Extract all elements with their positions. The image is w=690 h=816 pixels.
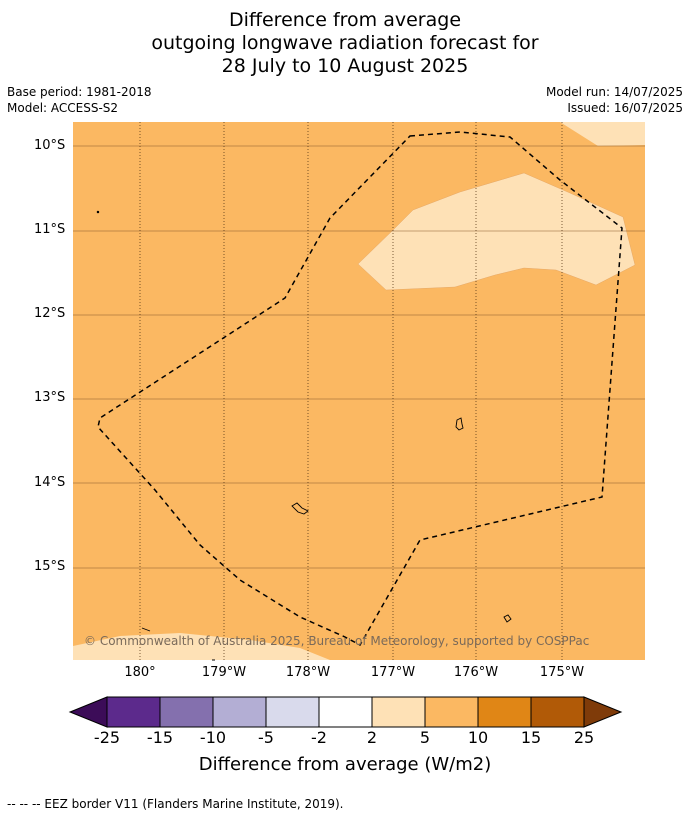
colorbar-segment-2	[159, 696, 214, 728]
lat-label-14s: 14°S	[34, 475, 66, 490]
lon-label-176w: 176°W	[453, 665, 499, 680]
issued-text: Issued: 16/07/2025	[567, 101, 683, 115]
eez-border-note: -- -- -- EEZ border V11 (Flanders Marine…	[7, 797, 344, 811]
lat-label-13s: 13°S	[34, 390, 66, 405]
model-run-text: Model run: 14/07/2025	[545, 85, 683, 99]
lat-label-15s: 15°S	[34, 559, 66, 574]
colorbar-label: 10	[467, 728, 489, 747]
light-anomaly-patch-southwest	[73, 633, 330, 660]
island-east	[455, 417, 464, 431]
light-anomaly-patch-central	[357, 172, 636, 291]
colorbar-label: 25	[573, 728, 595, 747]
island-northwest	[96, 210, 100, 214]
colorbar-label: -25	[93, 728, 121, 747]
colorbar-segment-8	[477, 696, 532, 728]
colorbar-segment-3	[212, 696, 267, 728]
colorbar-label: -15	[146, 728, 174, 747]
colorbar-min-extension	[68, 696, 108, 728]
island-southeast	[503, 614, 512, 623]
colorbar-segment-4	[265, 696, 320, 728]
lat-label-10s: 10°S	[34, 138, 66, 153]
colorbar-label: 2	[366, 728, 378, 747]
colorbar-segment-9	[530, 696, 585, 728]
colorbar-label: -10	[199, 728, 227, 747]
map-title-line-3: 28 July to 10 August 2025	[221, 55, 469, 77]
colorbar-label: -2	[311, 728, 327, 747]
copyright-watermark: © Commonwealth of Australia 2025, Bureau…	[84, 634, 590, 648]
colorbar-label: -5	[258, 728, 274, 747]
map-title-line-1: Difference from average	[228, 9, 462, 31]
base-period-text: Base period: 1981-2018	[7, 85, 152, 99]
latitude-gridlines	[73, 145, 645, 569]
model-text: Model: ACCESS-S2	[7, 101, 119, 115]
colorbar-segment-7	[424, 696, 479, 728]
lon-label-178w: 178°W	[285, 665, 331, 680]
lon-label-179w: 179°W	[201, 665, 247, 680]
island-southwest	[141, 627, 151, 632]
lat-label-12s: 12°S	[34, 306, 66, 321]
lon-label-175w: 175°W	[539, 665, 585, 680]
eez-border	[97, 131, 623, 647]
colorbar-segment-1	[106, 696, 161, 728]
colorbar-label: 15	[520, 728, 542, 747]
island-central	[291, 502, 309, 515]
islands	[96, 210, 512, 632]
lat-label-11s: 11°S	[34, 222, 66, 237]
lon-label-177w: 177°W	[370, 665, 416, 680]
colorbar-segment-6	[371, 696, 426, 728]
colorbar-max-extension	[583, 696, 623, 728]
colorbar-title: Difference from average (W/m2)	[198, 754, 492, 775]
map-title-line-2: outgoing longwave radiation forecast for	[151, 32, 539, 54]
colorbar-segment-5	[318, 696, 373, 728]
light-anomaly-patch-northeast	[560, 122, 645, 146]
lon-label-180: 180°	[124, 665, 156, 680]
colorbar-label: 5	[419, 728, 431, 747]
